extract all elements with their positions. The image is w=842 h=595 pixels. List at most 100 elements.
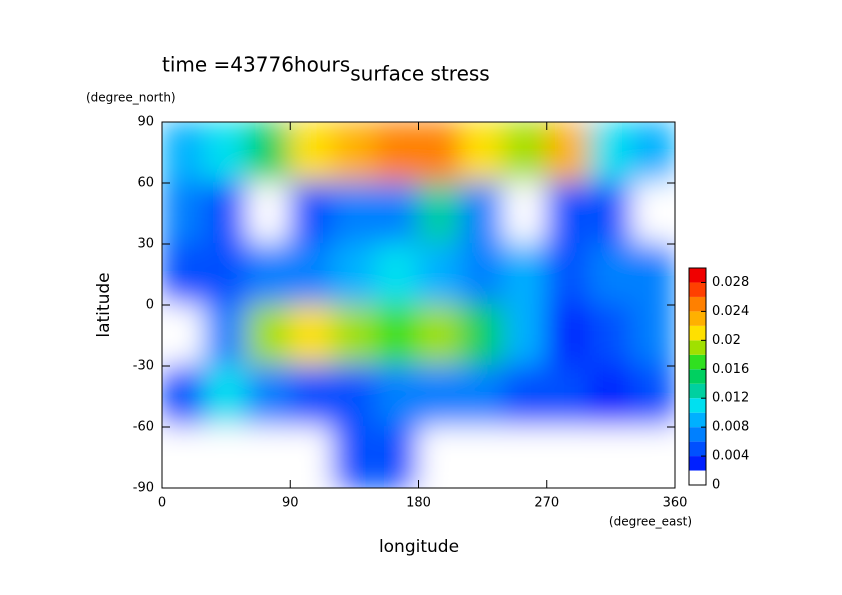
cell bbox=[374, 182, 420, 245]
colorbar-swatch bbox=[689, 354, 706, 370]
colorbar-swatch bbox=[689, 340, 706, 355]
y-tick-label: 30 bbox=[137, 237, 154, 252]
colorbar-swatch bbox=[689, 398, 706, 413]
cell bbox=[289, 182, 334, 245]
colorbar-swatch bbox=[689, 470, 706, 485]
cell bbox=[374, 426, 420, 488]
y-tick-label: -90 bbox=[133, 481, 154, 496]
x-tick-label: 180 bbox=[406, 496, 431, 511]
cell bbox=[460, 122, 505, 184]
colorbar-tick-label: 0.028 bbox=[712, 275, 749, 290]
cell bbox=[417, 365, 463, 428]
colorbar-swatch bbox=[689, 325, 706, 341]
colorbar-tick-label: 0.02 bbox=[712, 333, 741, 348]
cell bbox=[417, 243, 463, 306]
colorbar-tick-label: 0.012 bbox=[712, 391, 749, 406]
x-tick-label: 90 bbox=[282, 496, 299, 511]
cell bbox=[374, 122, 420, 184]
colorbar-frame bbox=[688, 267, 707, 486]
y-label: latitude bbox=[94, 272, 114, 337]
cell bbox=[374, 243, 420, 306]
colorbar-swatch bbox=[689, 311, 706, 326]
x-tick-label: 0 bbox=[158, 496, 166, 511]
cell bbox=[162, 365, 206, 428]
cell bbox=[162, 426, 206, 488]
cell bbox=[503, 182, 548, 245]
colorbar-swatch bbox=[689, 456, 706, 471]
cell bbox=[162, 122, 206, 184]
colorbar-tick-label: 0.004 bbox=[712, 449, 749, 464]
cell bbox=[460, 426, 505, 488]
cell bbox=[374, 365, 420, 428]
cell bbox=[332, 243, 377, 306]
cell bbox=[460, 243, 505, 306]
cell bbox=[631, 426, 675, 488]
colorbar-swatch bbox=[689, 441, 706, 457]
cell bbox=[162, 304, 206, 367]
cell bbox=[588, 365, 634, 428]
cell bbox=[588, 122, 634, 184]
x-tick-label: 360 bbox=[663, 496, 688, 511]
cell bbox=[631, 243, 675, 306]
cell bbox=[631, 182, 675, 245]
cell bbox=[374, 304, 420, 367]
cell bbox=[503, 365, 548, 428]
cell bbox=[588, 243, 634, 306]
cell bbox=[417, 122, 463, 184]
cell bbox=[460, 182, 505, 245]
y-tick-label: -30 bbox=[133, 359, 154, 374]
cell bbox=[417, 304, 463, 367]
cell bbox=[289, 304, 334, 367]
y-tick-label: 90 bbox=[137, 115, 154, 130]
cell bbox=[417, 426, 463, 488]
cell bbox=[289, 243, 334, 306]
x-tick-label: 270 bbox=[534, 496, 559, 511]
y-unit: (degree_north) bbox=[86, 91, 176, 105]
y-tick-label: 60 bbox=[137, 176, 154, 191]
cell bbox=[332, 365, 377, 428]
colorbar-tick-label: 0.008 bbox=[712, 420, 749, 435]
colorbar-swatch bbox=[689, 282, 706, 297]
cell bbox=[332, 182, 377, 245]
cell bbox=[588, 182, 634, 245]
cell bbox=[332, 122, 377, 184]
colorbar-tick-label: 0.016 bbox=[712, 362, 749, 377]
cell bbox=[545, 304, 591, 367]
cell bbox=[545, 182, 591, 245]
colorbar-swatch bbox=[689, 412, 706, 428]
cell bbox=[545, 426, 591, 488]
cell bbox=[332, 304, 377, 367]
cell bbox=[631, 365, 675, 428]
cell bbox=[289, 122, 334, 184]
cell bbox=[588, 426, 634, 488]
cell bbox=[460, 365, 505, 428]
cell bbox=[246, 304, 292, 367]
cell bbox=[545, 365, 591, 428]
cell bbox=[246, 122, 292, 184]
field bbox=[162, 122, 675, 488]
cells bbox=[162, 122, 675, 488]
cell bbox=[503, 122, 548, 184]
colorbar-tick-label: 0.024 bbox=[712, 304, 749, 319]
cell bbox=[289, 426, 334, 488]
colorbar-swatch bbox=[689, 427, 706, 442]
cell bbox=[588, 304, 634, 367]
cell bbox=[631, 304, 675, 367]
cell bbox=[631, 122, 675, 184]
cell bbox=[503, 304, 548, 367]
colorbar-swatch bbox=[689, 369, 706, 384]
cell bbox=[246, 182, 292, 245]
cell bbox=[332, 426, 377, 488]
cell bbox=[545, 243, 591, 306]
x-label: longitude bbox=[379, 537, 459, 557]
cell bbox=[246, 365, 292, 428]
colorbar-swatch bbox=[689, 296, 706, 312]
cell bbox=[503, 426, 548, 488]
cell bbox=[246, 426, 292, 488]
cell bbox=[203, 304, 249, 367]
x-unit: (degree_east) bbox=[609, 515, 692, 529]
cell bbox=[162, 243, 206, 306]
cell bbox=[460, 304, 505, 367]
cell bbox=[203, 182, 249, 245]
